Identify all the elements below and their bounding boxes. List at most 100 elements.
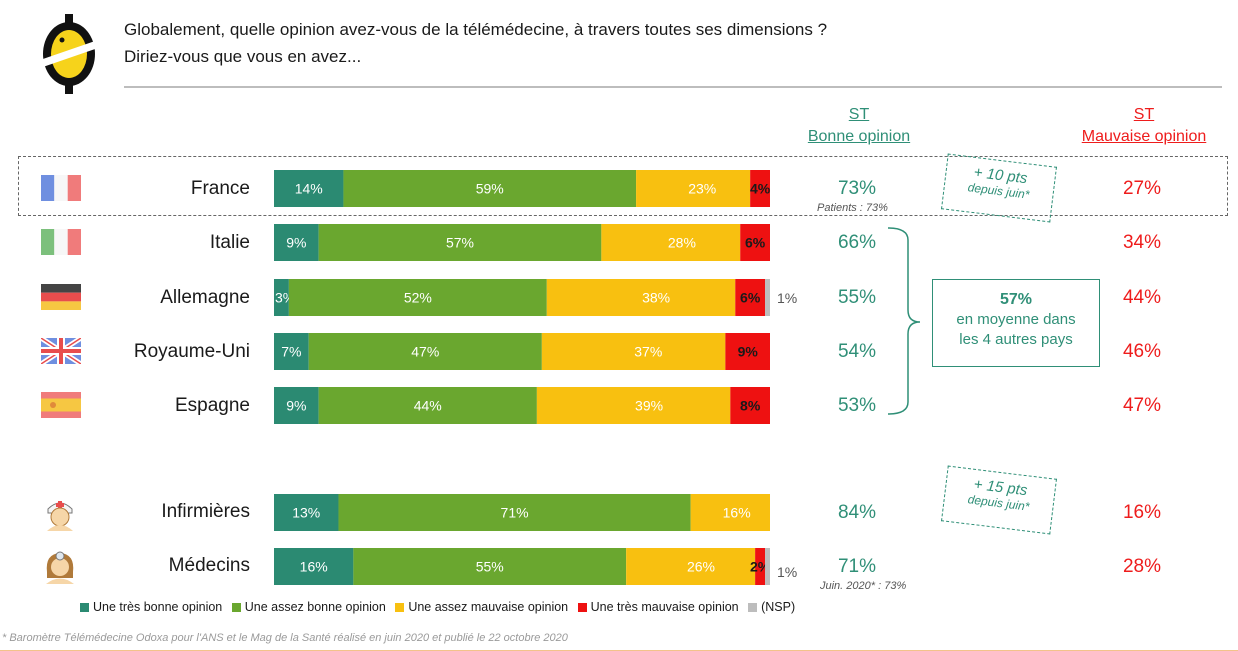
row-label-medecins: Médecins [168,555,250,576]
bar-data-label: 71% [501,505,529,521]
bar-data-label: 6% [745,235,766,251]
bar-segment [546,279,736,316]
st-bonne-infirmieres: 84% [837,502,877,523]
nsp-label-allemagne: 1% [777,290,798,306]
bar-data-label: 7% [281,344,301,360]
flag-italy-icon [41,229,81,255]
bar-segment [338,494,691,531]
st-bonne-france: 73% [837,178,877,199]
bar-segment [274,333,309,370]
legend-swatch [80,602,89,612]
flag-uk-icon [41,338,81,364]
average-text-1: en moyenne dans [956,311,1076,328]
bar-data-label: 9% [738,344,759,360]
column-header-mauvaise: ST Mauvaise opinion [1060,104,1228,148]
st-mauvaise-royaume-uni: 46% [1122,341,1162,362]
st-mauvaise-allemagne: 44% [1122,287,1162,308]
bar-data-label: 55% [476,559,504,575]
bonne-label: Bonne opinion [807,128,911,145]
bar-segment [274,279,289,316]
bar-segment [626,548,756,585]
legend-label: Une assez bonne opinion [244,600,386,614]
bar-data-label: 38% [642,290,670,306]
bar-segment [274,224,319,261]
bar-data-label: 57% [446,235,474,251]
bar-segment [536,387,731,424]
legend-item: (NSP) [748,600,795,614]
bar-segment [690,494,770,531]
bar-data-label: 52% [404,290,432,306]
bar-data-label: 8% [740,398,761,414]
brace-bracket [887,227,921,415]
flag-spain-icon [41,392,81,418]
footnote: * Baromètre Télémédecine Odoxa pour l'AN… [2,632,568,644]
bar-segment [541,333,726,370]
row-label-royaume-uni: Royaume-Uni [133,341,250,362]
bar-segment [765,279,770,316]
legend-item: Une très bonne opinion [80,600,222,614]
st-bonne-allemagne: 55% [837,287,877,308]
bar-segment [636,170,751,207]
st-bonne-royaume-uni: 54% [837,341,877,362]
average-text-2: les 4 autres pays [959,331,1073,348]
bar-data-label: 26% [687,559,715,575]
chart-legend: Une très bonne opinion Une assez bonne o… [80,600,801,615]
flag-germany-icon [41,284,81,310]
bar-data-label: 16% [723,505,751,521]
france-highlight-box [18,156,1228,216]
bar-segment [318,224,602,261]
bar-segment [318,387,537,424]
st-label: ST [848,106,870,123]
average-value: 57% [999,291,1033,308]
legend-label: Une très mauvaise opinion [590,600,739,614]
st-bonne-medecins: 71% [837,556,877,577]
st-mauvaise-medecins: 28% [1122,556,1162,577]
bar-data-label: 23% [688,181,716,197]
st-mauvaise-espagne: 47% [1122,395,1162,416]
bar-segment [274,494,339,531]
nurse-icon [47,501,73,531]
bar-segment [735,279,766,316]
legend-item: Une assez mauvaise opinion [395,600,568,614]
average-box: 57% en moyenne dans les 4 autres pays [932,279,1100,367]
legend-item: Une assez bonne opinion [231,600,386,614]
question-line-1: Globalement, quelle opinion avez-vous de… [124,20,828,39]
bar-segment [274,387,319,424]
bar-data-label: 4% [750,181,771,197]
nsp-label-medecins: 1% [777,564,798,580]
bar-segment [765,548,770,585]
bar-data-label: 44% [414,398,442,414]
bar-data-label: 9% [286,398,306,414]
row-label-italie: Italie [209,232,250,253]
flag-france-icon [41,175,81,201]
doctor-icon [46,551,74,584]
legend-item: Une très mauvaise opinion [577,600,739,614]
medecins-juin-note: Juin. 2020* : 73% [820,580,907,592]
legend-swatch [577,602,587,612]
bar-data-label: 6% [740,290,761,306]
mauvaise-label: Mauvaise opinion [1081,128,1207,145]
bar-segment [601,224,741,261]
header-divider [124,86,1222,88]
bar-segment [274,548,354,585]
st-mauvaise-italie: 34% [1122,232,1162,253]
france-patients-note: Patients : 73% [817,202,888,214]
bar-data-label: 13% [292,505,320,521]
legend-swatch [395,602,405,612]
legend-label: Une assez mauvaise opinion [408,600,569,614]
legend-swatch [748,602,758,612]
row-label-infirmieres: Infirmières [161,501,250,522]
bar-segment [730,387,770,424]
st-mauvaise-infirmieres: 16% [1122,502,1162,523]
bar-data-label: 9% [286,235,306,251]
st-mauvaise-france: 27% [1122,178,1162,199]
bar-data-label: 16% [300,559,328,575]
bar-data-label: 14% [295,181,323,197]
bar-data-label: 47% [411,344,439,360]
legend-label: (NSP) [761,600,796,614]
question-line-2: Diriez-vous que vous en avez... [124,47,362,66]
st-bonne-espagne: 53% [837,395,877,416]
bar-segment [750,170,770,207]
st-bonne-italie: 66% [837,232,877,253]
